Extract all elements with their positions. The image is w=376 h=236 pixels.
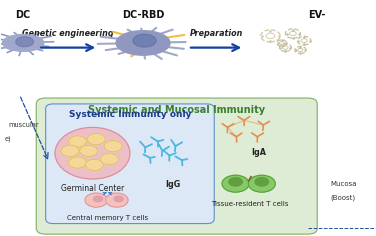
Text: (Boost): (Boost) [331, 194, 355, 201]
Circle shape [229, 178, 242, 186]
Text: Genetic engineering: Genetic engineering [22, 29, 114, 38]
FancyBboxPatch shape [45, 104, 214, 223]
Text: Systemic Immunity only: Systemic Immunity only [69, 110, 191, 119]
FancyBboxPatch shape [36, 98, 317, 234]
Text: Preparation: Preparation [190, 29, 243, 38]
Circle shape [85, 193, 108, 207]
Circle shape [104, 140, 122, 152]
Text: DC-RBD: DC-RBD [122, 10, 164, 20]
Circle shape [61, 145, 79, 156]
Ellipse shape [16, 37, 33, 46]
Text: EV-: EV- [308, 10, 325, 20]
Circle shape [94, 196, 103, 202]
Circle shape [248, 175, 275, 192]
Text: Central memory T cells: Central memory T cells [67, 215, 148, 221]
Text: DC: DC [15, 10, 31, 20]
Circle shape [222, 175, 249, 192]
Ellipse shape [3, 34, 44, 51]
Circle shape [80, 145, 98, 156]
Circle shape [255, 178, 268, 186]
Text: muscular: muscular [8, 122, 39, 128]
Text: IgA: IgA [252, 148, 267, 156]
Circle shape [68, 136, 86, 147]
Circle shape [87, 134, 105, 145]
Circle shape [85, 159, 103, 171]
Text: Systemic and Mucosal Immunity: Systemic and Mucosal Immunity [88, 105, 265, 115]
Circle shape [68, 157, 86, 168]
Ellipse shape [116, 31, 170, 55]
Ellipse shape [133, 34, 156, 47]
Circle shape [100, 153, 118, 165]
Text: Tissue-resident T cells: Tissue-resident T cells [211, 201, 288, 207]
Circle shape [106, 193, 128, 207]
Text: IgG: IgG [165, 180, 180, 189]
Text: e): e) [5, 136, 11, 142]
Text: Mucosa: Mucosa [331, 181, 357, 187]
Ellipse shape [55, 127, 130, 179]
Circle shape [114, 196, 123, 202]
Text: Germinal Center: Germinal Center [61, 184, 124, 193]
